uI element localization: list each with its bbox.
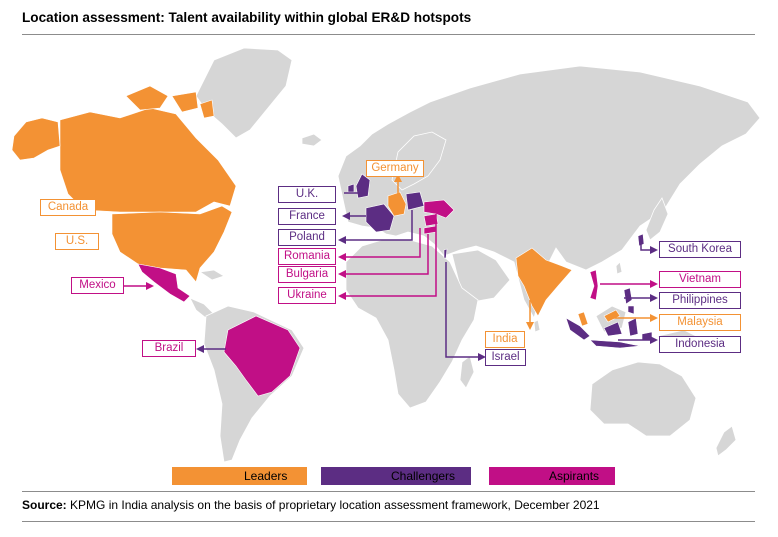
country-india — [515, 247, 573, 317]
label-uk: U.K. — [278, 186, 336, 203]
country-germany — [387, 191, 407, 217]
country-indonesia — [565, 317, 653, 349]
source-label: Source: — [22, 498, 67, 512]
title-divider — [22, 34, 755, 35]
label-canada: Canada — [40, 199, 96, 216]
land-iceland — [301, 133, 323, 147]
country-romania — [423, 213, 439, 227]
arrowhead-bulgaria — [338, 270, 346, 278]
land-taiwan — [615, 261, 623, 275]
land-australia — [589, 361, 697, 437]
base-land — [11, 47, 761, 463]
label-france: France — [278, 208, 336, 225]
arrowhead-mexico — [146, 282, 154, 290]
country-us — [111, 205, 233, 283]
arrowhead-brazil — [196, 345, 204, 353]
label-india: India — [485, 331, 525, 348]
arrowhead-france — [342, 212, 350, 220]
arrowhead-poland — [338, 236, 346, 244]
source-text: KPMG in India analysis on the basis of p… — [66, 498, 600, 512]
label-philippines: Philippines — [659, 292, 741, 309]
arrowhead-germany — [394, 174, 402, 182]
legend-swatch-leaders — [172, 467, 307, 485]
source-note: Source: KPMG in India analysis on the ba… — [22, 498, 600, 512]
label-poland: Poland — [278, 229, 336, 246]
country-israel — [443, 248, 448, 259]
country-ukraine — [423, 199, 455, 219]
country-philippines — [623, 287, 635, 315]
footer-divider — [22, 521, 755, 522]
callout-arrows — [124, 174, 658, 361]
arrow-israel — [445, 262, 482, 358]
land-japan — [645, 197, 669, 241]
legend-item-challengers: Challengers — [321, 467, 471, 485]
land-caribbean — [198, 269, 225, 281]
country-vietnam — [589, 269, 599, 301]
label-romania: Romania — [278, 248, 336, 265]
arrowhead-romania — [338, 253, 346, 261]
country-canada — [59, 107, 237, 213]
arrow-south-korea — [640, 240, 654, 251]
arrow-bulgaria — [340, 234, 429, 275]
legend-label-aspirants: Aspirants — [549, 469, 600, 483]
label-germany: Germany — [366, 160, 424, 177]
legend-label-leaders: Leaders — [244, 469, 288, 483]
legend-label-challengers: Challengers — [391, 469, 456, 483]
land-eurasia — [337, 65, 761, 320]
source-divider — [22, 491, 755, 492]
country-malaysia — [577, 309, 621, 327]
label-bulgaria: Bulgaria — [278, 266, 336, 283]
land-madagascar — [459, 355, 475, 389]
label-mexico: Mexico — [71, 277, 124, 294]
arrowhead-ukraine — [338, 292, 346, 300]
arrowhead-india — [526, 322, 534, 330]
label-malaysia: Malaysia — [659, 314, 741, 331]
arrowhead-south-korea — [650, 246, 658, 254]
arrow-ukraine — [340, 214, 437, 297]
country-canada-islands — [125, 85, 215, 119]
legend-item-aspirants: Aspirants — [489, 467, 615, 485]
arrowhead-indonesia — [650, 336, 658, 344]
country-france — [365, 203, 395, 233]
label-israel: Israel — [485, 349, 526, 366]
label-ukraine: Ukraine — [278, 287, 336, 304]
country-brazil — [223, 315, 301, 397]
land-sri-lanka — [533, 319, 541, 333]
arrowhead-vietnam — [650, 280, 658, 288]
arrowhead-uk — [360, 180, 368, 188]
land-greenland — [195, 47, 293, 139]
arrowhead-philippines — [650, 294, 658, 302]
country-us-alaska — [11, 117, 61, 161]
label-us: U.S. — [55, 233, 99, 250]
label-vietnam: Vietnam — [659, 271, 741, 288]
legend-item-leaders: Leaders — [172, 467, 307, 485]
label-indonesia: Indonesia — [659, 336, 741, 353]
highlighted-countries — [11, 85, 653, 397]
land-new-zealand — [715, 425, 737, 457]
arrow-romania — [340, 228, 421, 258]
label-south-korea: South Korea — [659, 241, 741, 258]
arrowhead-malaysia — [650, 314, 658, 322]
arrow-poland — [340, 210, 413, 241]
legend-swatch-challengers — [321, 467, 471, 485]
page-title: Location assessment: Talent availability… — [22, 10, 472, 25]
arrowhead-israel — [478, 353, 486, 361]
label-brazil: Brazil — [142, 340, 196, 357]
country-mexico — [137, 263, 191, 303]
legend-swatch-aspirants — [489, 467, 615, 485]
land-africa — [345, 239, 479, 409]
